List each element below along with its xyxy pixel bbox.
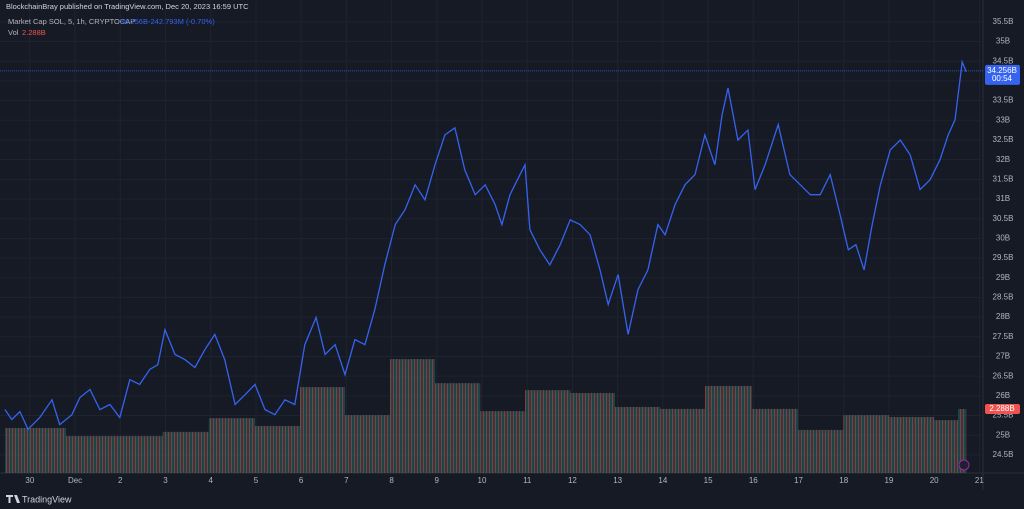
volume-bar <box>480 411 525 473</box>
volume-bar <box>4 427 67 473</box>
volume-bar <box>660 408 705 473</box>
price-line <box>4 59 967 431</box>
y-tick-label: 30.5B <box>993 214 1014 223</box>
volume-bar <box>524 390 571 473</box>
y-tick-label: 28.5B <box>993 293 1014 302</box>
volume-bar <box>299 387 345 473</box>
volume-bar <box>208 418 256 473</box>
x-tick-label: 6 <box>299 476 304 485</box>
y-tick-label: 29B <box>996 273 1010 282</box>
y-tick-label: 26B <box>996 391 1010 400</box>
x-tick-label: Dec <box>68 476 82 485</box>
x-tick-label: 30 <box>25 476 34 485</box>
x-tick-label: 14 <box>658 476 667 485</box>
volume-bar <box>255 425 300 473</box>
x-tick-label: 17 <box>794 476 803 485</box>
x-tick-label: 7 <box>344 476 349 485</box>
volume-legend-value: 2.288B <box>22 28 46 37</box>
x-tick-label: 10 <box>478 476 487 485</box>
volume-bar <box>958 408 967 473</box>
volume-bar <box>434 383 481 473</box>
y-tick-label: 32B <box>996 155 1010 164</box>
x-tick-label: 19 <box>884 476 893 485</box>
y-tick-label: 35.5B <box>993 17 1014 26</box>
y-tick-label: 35B <box>996 37 1010 46</box>
x-tick-label: 13 <box>613 476 622 485</box>
volume-bar <box>798 429 844 473</box>
y-tick-label: 27B <box>996 352 1010 361</box>
brand: TradingView <box>22 494 72 504</box>
y-tick-label: 34.5B <box>993 56 1014 65</box>
y-tick-label: 25B <box>996 430 1010 439</box>
plot <box>0 59 983 431</box>
y-tick-label: 31B <box>996 194 1010 203</box>
brand-logo <box>6 495 20 503</box>
y-tick-label: 31.5B <box>993 174 1014 183</box>
volume <box>4 359 967 473</box>
volume-bar <box>389 359 435 473</box>
price-tag <box>985 64 1020 85</box>
x-tick-label: 9 <box>435 476 440 485</box>
volume-bar <box>162 431 209 473</box>
price-tag-countdown: 00:54 <box>992 74 1013 83</box>
x-tick-label: 16 <box>749 476 758 485</box>
volume-bar <box>843 415 889 473</box>
y-tick-label: 27.5B <box>993 332 1014 341</box>
x-tick-label: 2 <box>118 476 123 485</box>
y-tick-label: 24.5B <box>993 450 1014 459</box>
x-tick-label: 4 <box>208 476 213 485</box>
volume-bar <box>888 417 935 473</box>
x-tick-label: 21 <box>975 476 984 485</box>
legend-title: Market Cap SOL, 5, 1h, CRYPTOCAP <box>8 17 135 26</box>
y-tick-label: 33B <box>996 115 1010 124</box>
x-tick-label: 11 <box>523 476 532 485</box>
y-tick-label: 30B <box>996 233 1010 242</box>
y-tick-label: 29.5B <box>993 253 1014 262</box>
x-tick-label: 5 <box>254 476 259 485</box>
x-tick-label: 12 <box>568 476 577 485</box>
volume-tag-value: 2.288B <box>989 404 1014 413</box>
volume-bar <box>570 392 615 473</box>
event-icon[interactable] <box>958 459 970 471</box>
y-tick-label: 33.5B <box>993 96 1014 105</box>
x-tick-label: 3 <box>163 476 168 485</box>
volume-tag <box>985 403 1020 414</box>
price-tag-value: 34.256B <box>987 66 1017 75</box>
x-tick-label: 8 <box>389 476 394 485</box>
y-tick-label: 26.5B <box>993 371 1014 380</box>
volume-bar <box>751 408 799 473</box>
x-tick-label: 18 <box>839 476 848 485</box>
legend-last: 34.256B <box>120 17 148 26</box>
y-tick-label: 25.5B <box>993 411 1014 420</box>
x-tick-label: 15 <box>704 476 713 485</box>
y-tick-label: 32.5B <box>993 135 1014 144</box>
x-tick-label: 20 <box>930 476 939 485</box>
volume-bar <box>66 436 163 473</box>
legend-change: -242.793M (-0.70%) <box>148 17 215 26</box>
volume-bar <box>344 415 390 473</box>
volume-bar <box>704 385 752 473</box>
volume-bar <box>614 406 661 473</box>
publisher: BlockchainBray published on TradingView.… <box>6 2 249 11</box>
volume-bar <box>934 420 959 473</box>
y-tick-label: 28B <box>996 312 1010 321</box>
volume-legend: Vol <box>8 28 19 37</box>
